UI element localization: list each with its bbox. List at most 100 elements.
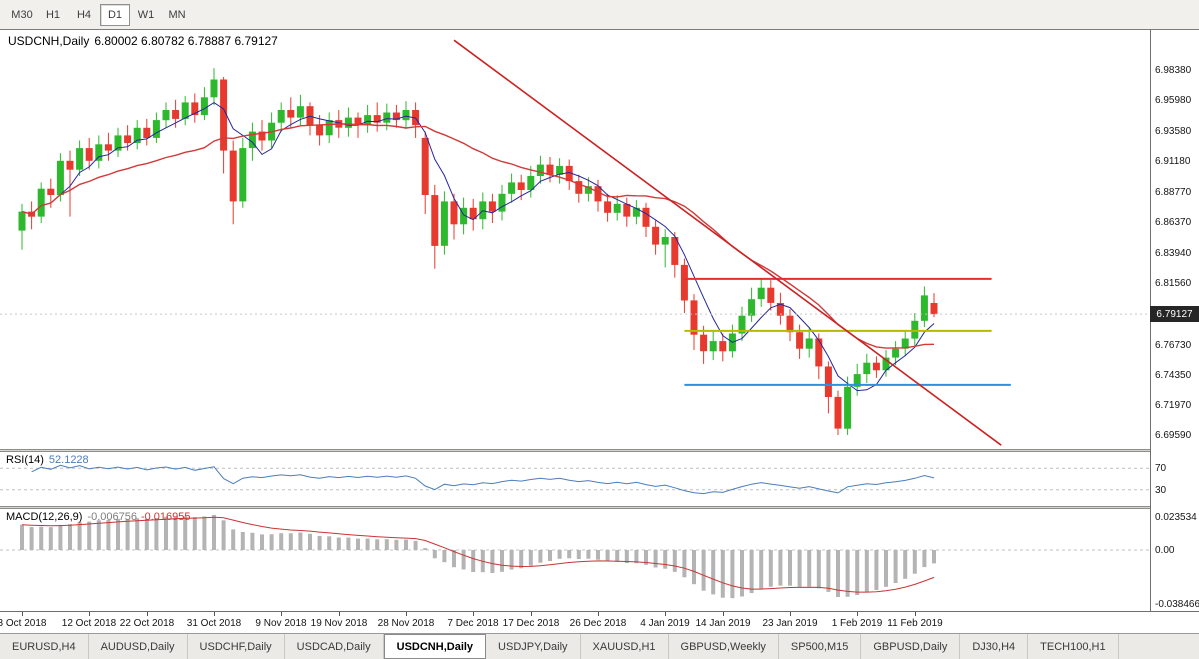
chart-tab-bar: EURUSD,H4 AUDUSD,Daily USDCHF,Daily USDCAD,… [0, 633, 1199, 659]
candle-body-up [239, 148, 247, 202]
candle-body-up [296, 106, 304, 118]
candle-body-up [460, 207, 468, 225]
candle-body-down [287, 110, 295, 118]
macd-name: MACD(12,26,9) [6, 511, 83, 523]
tab-usdchf-daily[interactable]: USDCHF,Daily [188, 634, 285, 659]
candle-body-up [152, 120, 160, 138]
date-axis-label: 12 Oct 2018 [61, 618, 117, 629]
price-axis-label: 6.81560 [1155, 278, 1192, 289]
candle-body-down [469, 207, 477, 220]
candle-body-down [690, 300, 698, 335]
tab-xauusd-h1[interactable]: XAUUSD,H1 [581, 634, 669, 659]
candle-body-up [76, 148, 84, 170]
candle-body-up [18, 211, 26, 231]
macd-indicator-label: MACD(12,26,9) -0.006756 -0.016955 [6, 511, 191, 523]
date-axis-label: 23 Jan 2019 [762, 618, 818, 629]
candle-body-down [824, 366, 832, 397]
timeframe-toolbar: M30 H1 H4 D1 W1 MN [0, 0, 1199, 30]
trendline-descending[interactable] [453, 39, 1002, 446]
date-axis-label: 3 Oct 2018 [0, 618, 47, 629]
tab-sp500-m15[interactable]: SP500,M15 [779, 634, 862, 659]
candle-body-down [565, 165, 573, 182]
candle-body-up [364, 115, 372, 126]
price-axis-label: 6.69590 [1155, 430, 1192, 441]
date-tick [598, 612, 599, 616]
candle-body-up [37, 188, 45, 217]
candle-body-down [767, 287, 775, 303]
date-axis-label: 31 Oct 2018 [186, 618, 242, 629]
date-tick [723, 612, 724, 616]
rsi-name: RSI(14) [6, 454, 44, 466]
tab-usdcad-daily[interactable]: USDCAD,Daily [285, 634, 384, 659]
tab-usdjpy-daily[interactable]: USDJPY,Daily [486, 634, 581, 659]
macd-axis-label: -0.038466 [1155, 599, 1199, 610]
date-tick [857, 612, 858, 616]
candle-body-up [162, 110, 170, 121]
candle-body-down [258, 131, 266, 141]
candle-body-up [757, 287, 765, 300]
macd-panel-canvas[interactable] [0, 509, 1150, 611]
tab-audusd-daily[interactable]: AUDUSD,Daily [89, 634, 188, 659]
candle-body-down [392, 112, 400, 121]
tab-usdcnh-daily[interactable]: USDCNH,Daily [383, 634, 487, 659]
candle-body-down [354, 117, 362, 126]
date-tick [790, 612, 791, 616]
candle-body-down [373, 115, 381, 123]
tab-gbpusd-weekly[interactable]: GBPUSD,Weekly [669, 634, 779, 659]
candle-body-up [402, 110, 410, 121]
candle-body-up [882, 357, 890, 371]
rsi-axis-label: 70 [1155, 463, 1167, 474]
tab-tech100-h1[interactable]: TECH100,H1 [1028, 634, 1119, 659]
timeframe-button-mn[interactable]: MN [168, 8, 186, 21]
candle-body-down [623, 203, 631, 217]
tab-dj30-h4[interactable]: DJ30,H4 [960, 634, 1029, 659]
macd-signal-value: -0.016955 [140, 511, 191, 523]
candle-body-down [652, 226, 660, 245]
price-axis-label: 6.76730 [1155, 340, 1192, 351]
candle-body-down [700, 334, 708, 352]
candle-body-down [306, 106, 314, 126]
candle-body-up [200, 97, 208, 116]
timeframe-button-m30[interactable]: M30 [11, 8, 33, 21]
candle-body-down [488, 201, 496, 212]
date-axis[interactable]: 3 Oct 2018 12 Oct 2018 22 Oct 2018 31 Oct 2… [0, 611, 1199, 633]
date-axis-label: 22 Oct 2018 [119, 618, 175, 629]
timeframe-button-h4[interactable]: H4 [76, 8, 92, 21]
macd-main-value: -0.006756 [87, 511, 137, 523]
price-axis-label: 6.91180 [1155, 156, 1191, 167]
candle-body-up [709, 341, 717, 352]
candle-body-up [277, 110, 285, 123]
candle-body-up [920, 295, 928, 321]
candle-body-down [85, 148, 93, 161]
panel-splitter[interactable] [0, 449, 1199, 452]
candle-body-up [661, 237, 669, 245]
panel-splitter[interactable] [0, 506, 1199, 509]
date-axis-label: 1 Feb 2019 [831, 618, 883, 629]
rsi-panel-canvas[interactable] [0, 452, 1150, 506]
tab-gbpusd-daily[interactable]: GBPUSD,Daily [861, 634, 961, 659]
chart-ohlc-values: 6.80002 6.80782 6.78887 6.79127 [94, 34, 278, 48]
price-axis-label: 6.95980 [1155, 95, 1192, 106]
price-axis-label: 6.86370 [1155, 217, 1192, 228]
date-axis-label: 4 Jan 2019 [640, 618, 690, 629]
candle-body-up [892, 348, 900, 358]
candle-body-down [546, 164, 554, 175]
timeframe-button-d1[interactable]: D1 [100, 3, 130, 26]
timeframe-button-h1[interactable]: H1 [45, 8, 61, 21]
candle-body-down [104, 144, 112, 151]
candle-body-down [517, 182, 525, 190]
candle-body-down [191, 102, 199, 116]
rsi-value: 52.1228 [48, 454, 89, 466]
candle-body-up [527, 176, 535, 190]
chart-symbol-period: USDCNH,Daily [8, 34, 90, 48]
main-chart-canvas[interactable] [0, 30, 1150, 449]
candle-body-up [844, 386, 852, 429]
date-axis-label: 17 Dec 2018 [502, 618, 560, 629]
date-tick [281, 612, 282, 616]
tab-eurusd-h4[interactable]: EURUSD,H4 [0, 634, 89, 659]
candle-body-up [853, 374, 861, 387]
timeframe-button-w1[interactable]: W1 [137, 8, 155, 21]
candle-body-up [911, 320, 919, 339]
candle-body-up [383, 112, 391, 123]
